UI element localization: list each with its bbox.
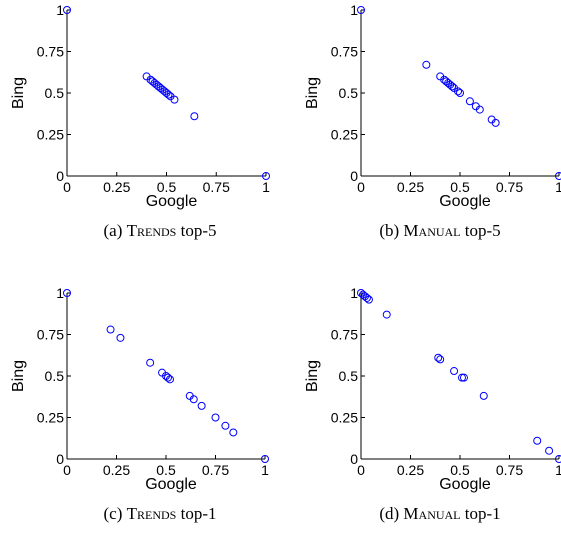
subplot-caption: (b) Manual top-5 [379,221,500,240]
caption-suffix: top-5 [176,221,216,240]
data-point [164,374,171,381]
y-tick-label: 0.75 [37,327,64,343]
x-tick-label: 0 [357,462,365,478]
x-tick-label: 0 [63,179,71,195]
x-axis-title: Google [145,476,197,493]
caption-method: Trends [127,221,177,240]
y-tick-label: 0 [350,168,358,184]
subplot-caption: (a) Trends top-5 [104,221,217,240]
caption-suffix: top-1 [461,504,501,523]
x-tick-label: 0.75 [203,179,230,195]
x-tick-label: 1 [555,179,561,195]
data-point [107,326,114,333]
subplot-caption: (d) Manual top-1 [379,504,500,523]
data-point [383,311,390,318]
y-tick-label: 0.25 [331,127,358,143]
data-point [117,334,124,341]
x-tick-label: 0.75 [202,462,229,478]
caption-method: Manual [403,504,460,523]
y-axis-title: Bing [10,360,27,392]
y-tick-label: 0.75 [331,44,358,60]
data-point [457,90,464,97]
x-tick-label: 0.25 [397,179,424,195]
data-point [546,447,553,454]
y-tick-label: 0 [56,451,64,467]
y-tick-label: 0 [56,168,64,184]
data-point [212,414,219,421]
caption-suffix: top-5 [461,221,501,240]
data-point [435,354,442,361]
y-tick-label: 0.25 [37,410,64,426]
data-point [423,61,430,68]
x-tick-label: 0.75 [496,179,523,195]
caption-suffix: top-1 [176,504,216,523]
x-tick-label: 0 [357,179,365,195]
y-axis-title: Bing [304,360,321,392]
data-point [466,98,473,105]
x-tick-label: 0.25 [397,462,424,478]
data-point [191,113,198,120]
y-axis-title: Bing [10,77,27,109]
y-tick-label: 0.75 [37,44,64,60]
x-tick-label: 0.25 [103,179,130,195]
caption-prefix: (b) [379,221,403,240]
x-axis-title: Google [439,193,491,210]
caption-prefix: (c) [104,504,127,523]
x-tick-label: 0.25 [103,462,130,478]
x-tick-label: 1 [261,462,269,478]
y-tick-label: 0.5 [339,368,359,384]
data-point [451,368,458,375]
caption-method: Manual [403,221,460,240]
y-tick-label: 0.25 [331,410,358,426]
caption-method: Trends [127,504,177,523]
y-axis-title: Bing [304,77,321,109]
data-point [198,402,205,409]
y-tick-label: 0 [350,451,358,467]
y-tick-label: 0.75 [331,327,358,343]
y-tick-label: 0.5 [45,85,65,101]
data-point [437,356,444,363]
x-axis-title: Google [439,476,491,493]
data-point [147,359,154,366]
y-tick-label: 0.5 [45,368,65,384]
y-tick-label: 0.5 [339,85,359,101]
caption-prefix: (a) [104,221,127,240]
subplot-caption: (c) Trends top-1 [104,504,217,523]
data-point [534,437,541,444]
y-tick-label: 0.25 [37,127,64,143]
data-point [480,392,487,399]
x-tick-label: 1 [262,179,270,195]
x-axis-title: Google [146,193,198,210]
data-point [222,422,229,429]
x-tick-label: 1 [555,462,561,478]
x-tick-label: 0 [63,462,71,478]
caption-prefix: (d) [379,504,403,523]
data-point [230,429,237,436]
x-tick-label: 0.75 [496,462,523,478]
